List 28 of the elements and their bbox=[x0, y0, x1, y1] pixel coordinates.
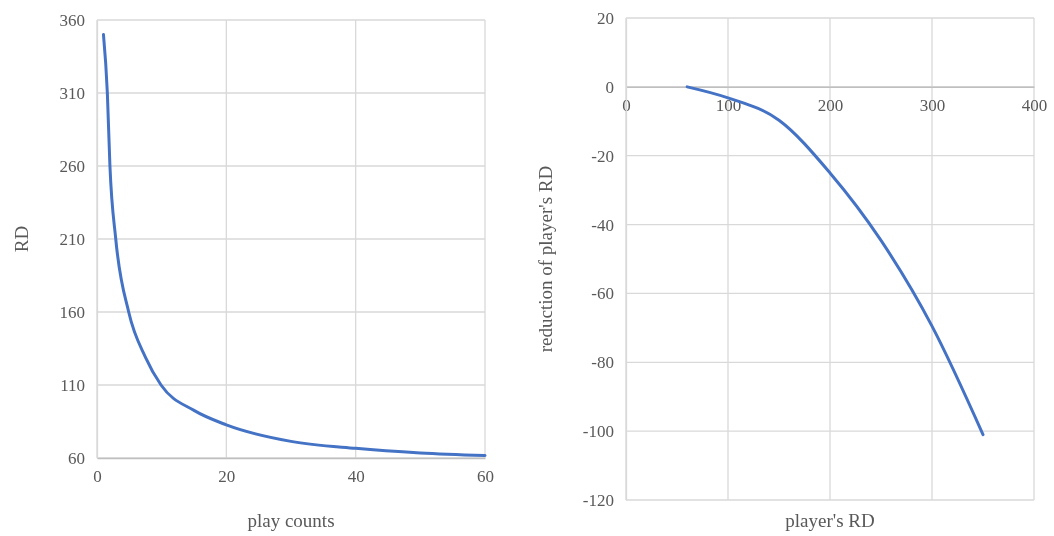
x-tick-label: 400 bbox=[1021, 95, 1048, 115]
y-axis-title: reduction of player's RD bbox=[535, 165, 556, 353]
x-tick-label: 40 bbox=[347, 467, 365, 487]
y-tick-label: 110 bbox=[60, 375, 85, 395]
line-series bbox=[685, 85, 985, 437]
y-axis-title: RD bbox=[11, 225, 32, 253]
y-tick-label: -120 bbox=[582, 490, 614, 510]
line-series bbox=[101, 33, 487, 458]
x-tick-label: 20 bbox=[218, 467, 236, 487]
y-tick-label: 210 bbox=[59, 229, 85, 249]
y-tick-label: 310 bbox=[59, 83, 85, 103]
y-tick-label: -20 bbox=[591, 146, 614, 166]
y-tick-label: -100 bbox=[582, 422, 614, 442]
y-tick-label: 160 bbox=[59, 302, 85, 322]
y-tick-label: 360 bbox=[59, 10, 85, 30]
y-tick-label: -40 bbox=[591, 215, 614, 235]
x-tick-label: 200 bbox=[817, 95, 844, 115]
y-tick-label: 260 bbox=[59, 156, 85, 176]
x-tick-label: 60 bbox=[477, 467, 494, 487]
x-axis-title: player's RD bbox=[785, 510, 875, 531]
y-tick-label: -60 bbox=[591, 284, 614, 304]
x-tick-label: 0 bbox=[93, 467, 102, 487]
y-tick-label: 0 bbox=[605, 77, 614, 97]
x-tick-label: 300 bbox=[919, 95, 946, 115]
y-tick-label: -80 bbox=[591, 353, 614, 373]
x-axis-title: play counts bbox=[247, 510, 335, 531]
y-tick-label: 60 bbox=[68, 448, 85, 468]
y-tick-label: 20 bbox=[597, 8, 614, 28]
